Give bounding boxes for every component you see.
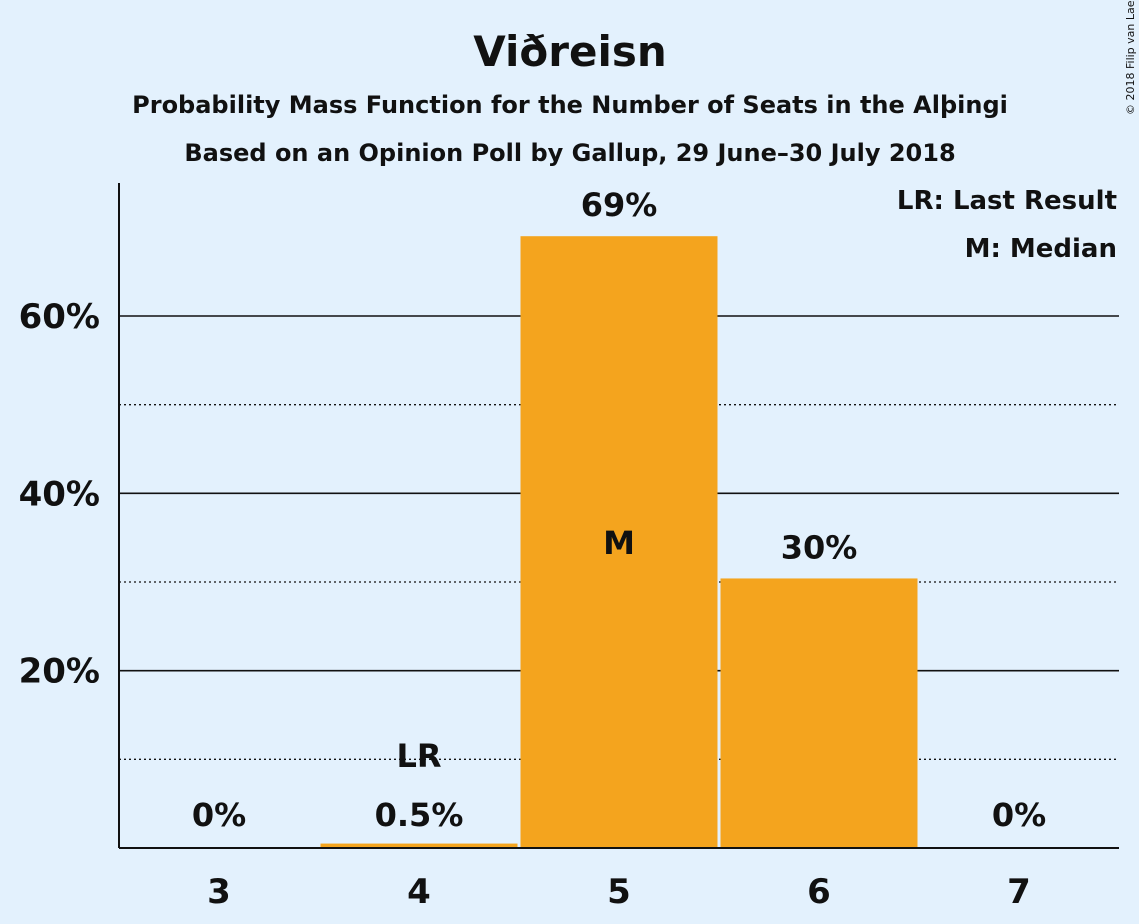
copyright-note: © 2018 Filip van Laenen [1124, 0, 1137, 115]
y-tick-60: 60% [19, 297, 100, 337]
value-label-7: 0% [992, 796, 1046, 834]
bar-labels: 0% 0.5% 69% 30% 0% LR M [192, 186, 1046, 834]
marker-m-5: M [603, 524, 635, 562]
x-tick-5: 5 [607, 872, 631, 912]
y-tick-40: 40% [19, 474, 100, 514]
x-tick-7: 7 [1007, 872, 1031, 912]
x-tick-3: 3 [207, 872, 231, 912]
x-tick-labels: 3 4 5 6 7 [207, 872, 1031, 912]
bars [320, 236, 918, 848]
legend-last-result: LR: Last Result [897, 186, 1117, 216]
marker-lr-4: LR [396, 737, 441, 775]
x-tick-6: 6 [807, 872, 831, 912]
y-tick-20: 20% [19, 652, 100, 692]
x-tick-4: 4 [407, 872, 431, 912]
chart-subtitle-2: Based on an Opinion Poll by Gallup, 29 J… [184, 139, 955, 167]
legend-median: M: Median [965, 234, 1117, 264]
bar-5 [520, 236, 718, 848]
value-label-5: 69% [581, 186, 658, 224]
value-label-3: 0% [192, 796, 246, 834]
bar-4 [320, 843, 518, 848]
y-tick-labels: 20% 40% 60% [19, 297, 100, 692]
value-label-4: 0.5% [375, 796, 464, 834]
bar-6 [720, 578, 918, 848]
value-label-6: 30% [781, 528, 858, 566]
chart-subtitle-1: Probability Mass Function for the Number… [132, 91, 1008, 119]
chart-title: Viðreisn [473, 27, 667, 76]
